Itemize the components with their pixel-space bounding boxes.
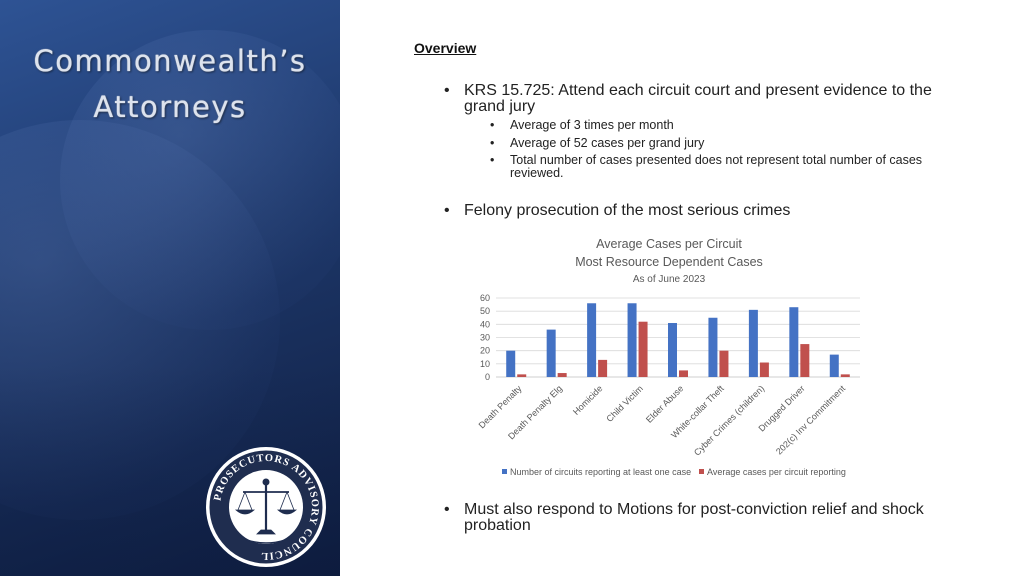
legend-swatch-series-2 xyxy=(699,469,704,474)
y-tick-label: 40 xyxy=(480,319,490,329)
left-panel: Commonwealth’s Attorneys PROSECUTORS ADV… xyxy=(0,0,340,576)
bar-series-2 xyxy=(679,370,688,377)
bar-series-2 xyxy=(840,374,850,377)
sub-bullet-cases-per-jury: Average of 52 cases per grand jury xyxy=(490,136,952,151)
bullet-text: Must also respond to Motions for post-co… xyxy=(464,501,924,534)
y-tick-label: 10 xyxy=(480,359,490,369)
bar-series-1 xyxy=(627,303,637,377)
legend-label-series-1: Number of circuits reporting at least on… xyxy=(510,467,691,477)
bar-series-2 xyxy=(598,359,608,377)
x-tick-label: Cyber Crimes (children) xyxy=(692,383,766,457)
sub-bullet-text: Average of 3 times per month xyxy=(510,118,674,132)
x-tick-label: Elder Abuse xyxy=(644,383,685,424)
chart-subtitle: Most Resource Dependent Cases xyxy=(575,255,763,269)
sub-bullet-total-cases: Total number of cases presented does not… xyxy=(490,153,952,180)
bullet-text: Felony prosecution of the most serious c… xyxy=(464,202,791,219)
title-line-2: Attorneys xyxy=(93,90,247,124)
average-cases-bar-chart: Average Cases per Circuit Most Resource … xyxy=(477,237,860,477)
title-line-1: Commonwealth’s xyxy=(33,44,307,78)
sub-bullet-text: Total number of cases presented does not… xyxy=(510,153,923,180)
x-tick-label: Homicide xyxy=(571,383,605,417)
bar-series-1 xyxy=(546,329,556,377)
y-tick-label: 20 xyxy=(480,346,490,356)
bar-series-2 xyxy=(759,362,769,377)
sub-bullet-text: Average of 52 cases per grand jury xyxy=(510,136,705,150)
legend: Number of circuits reporting at least on… xyxy=(502,467,846,477)
bar-series-1 xyxy=(789,307,799,377)
bar-series-1 xyxy=(587,303,597,377)
bullet-post-conviction: Must also respond to Motions for post-co… xyxy=(444,501,942,534)
bar-series-2 xyxy=(638,321,648,377)
bullet-krs-grand-jury: KRS 15.725: Attend each circuit court an… xyxy=(444,82,942,115)
slide-title: Commonwealth’s Attorneys xyxy=(0,38,340,130)
bar-series-1 xyxy=(829,354,839,377)
decorative-circle xyxy=(60,30,340,330)
legend-label-series-2: Average cases per circuit reporting xyxy=(707,467,846,477)
y-tick-label: 50 xyxy=(480,306,490,316)
bar-series-1 xyxy=(668,323,677,377)
bullet-felony-prosecution: Felony prosecution of the most serious c… xyxy=(444,202,942,220)
bar-series-1 xyxy=(708,317,718,377)
gridlines xyxy=(496,297,860,378)
overview-heading: Overview xyxy=(414,40,477,56)
bar-series-2 xyxy=(719,350,729,377)
x-tick-label: Child Victim xyxy=(604,383,645,424)
y-tick-label: 30 xyxy=(480,333,490,343)
y-tick-label: 60 xyxy=(480,293,490,303)
bar-series-2 xyxy=(557,373,567,377)
y-axis-ticks: 0 10 20 30 40 50 60 xyxy=(480,293,490,382)
bullet-text: KRS 15.725: Attend each circuit court an… xyxy=(464,82,932,115)
bars xyxy=(506,303,850,377)
bar-series-1 xyxy=(748,309,758,377)
x-tick-label: 202(c) Inv Commitment xyxy=(774,383,848,457)
prosecutors-advisory-council-seal-logo: PROSECUTORS ADVISORY COUNCIL xyxy=(206,447,326,567)
bar-series-2 xyxy=(517,374,527,377)
chart-title: Average Cases per Circuit xyxy=(596,237,742,251)
chart-subtitle-date: As of June 2023 xyxy=(633,274,706,285)
legend-swatch-series-1 xyxy=(502,469,507,474)
bar-series-2 xyxy=(800,344,810,377)
bar-series-1 xyxy=(506,350,516,377)
sub-bullet-times-per-month: Average of 3 times per month xyxy=(490,118,952,133)
y-tick-label: 0 xyxy=(485,372,490,382)
